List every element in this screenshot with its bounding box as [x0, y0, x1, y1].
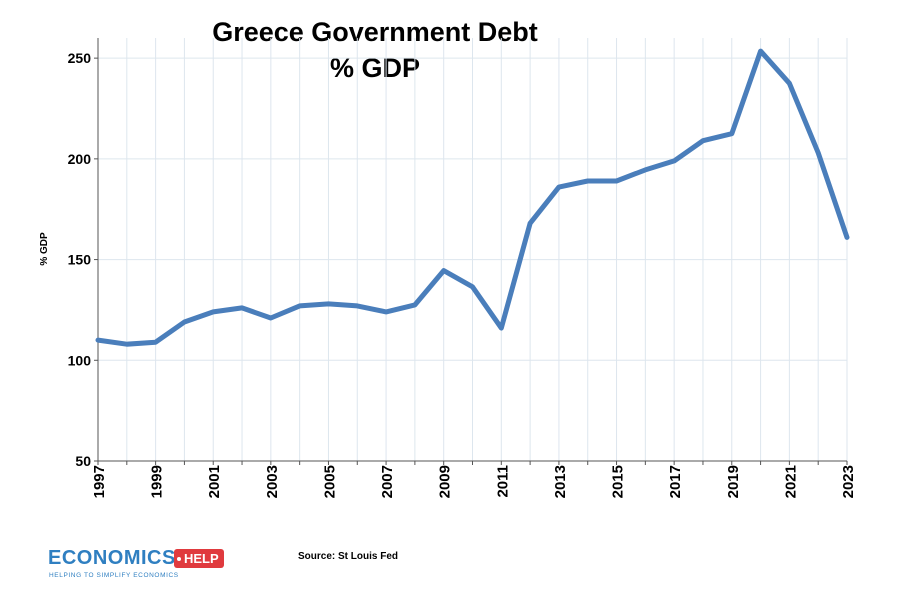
grid-layer [97, 38, 848, 461]
logo-help-tag: HELP [174, 549, 224, 568]
x-tick-label: 2007 [379, 465, 396, 498]
x-tick-label: 2009 [437, 465, 454, 498]
y-tick-label: 250 [68, 50, 92, 66]
line-layer [95, 48, 850, 347]
source-note: Source: St Louis Fed [298, 551, 399, 562]
x-tick-label: 1999 [149, 465, 166, 498]
axis-layer [94, 38, 848, 465]
y-axis-label: % GDP [39, 232, 50, 266]
x-tick-label: 2005 [321, 465, 338, 498]
x-tick-label: 2021 [782, 465, 799, 498]
y-tick-label: 200 [68, 151, 92, 167]
logo-wordmark: ECONOMICS [48, 547, 176, 569]
label-layer: 50 100 150 200 250 1997 1999 2001 2003 2005 2007 20… [39, 50, 857, 498]
logo-tagline: HELPING TO SIMPLIFY ECONOMICS [49, 572, 179, 579]
x-tick-label: 2001 [206, 465, 223, 498]
x-tick-label: 2017 [667, 465, 684, 498]
x-tick-label: 2011 [494, 465, 511, 498]
x-tick-label: 1997 [91, 465, 108, 498]
y-tick-label: 50 [75, 453, 91, 469]
y-tick-label: 150 [68, 252, 92, 268]
x-tick-label: 2023 [840, 465, 857, 498]
economics-help-logo: ECONOMICS HELP HELPING TO SIMPLIFY ECONO… [48, 547, 228, 583]
x-tick-label: 2013 [552, 465, 569, 498]
y-tick-label: 100 [68, 352, 92, 368]
chart-title: Greece Government Debt [212, 17, 538, 47]
x-tick-label: 2019 [725, 465, 742, 498]
x-tick-label: 2003 [264, 465, 281, 498]
x-tick-label: 2015 [610, 465, 627, 498]
